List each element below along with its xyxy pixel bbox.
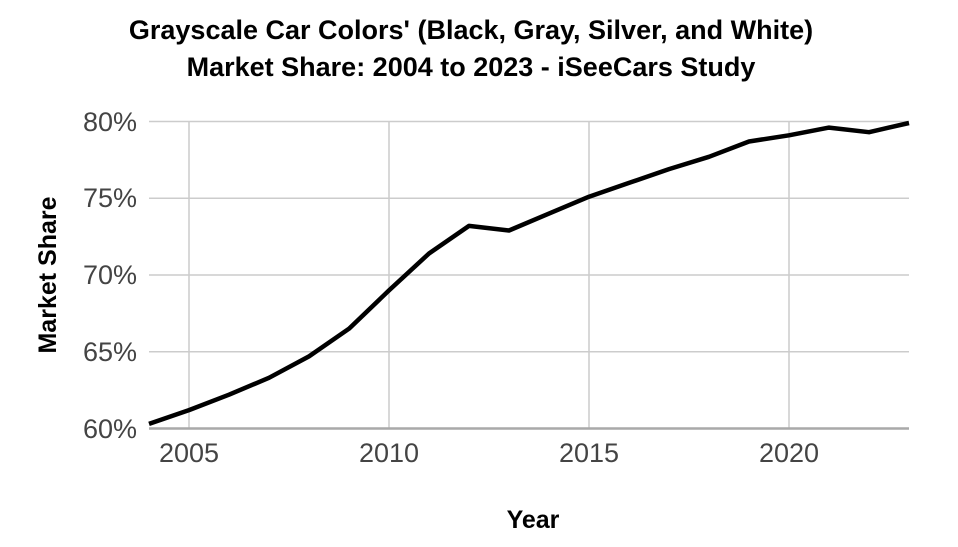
x-tick-label: 2005 — [158, 438, 220, 468]
y-tick-label: 60% — [82, 413, 137, 444]
x-tick-label: 2020 — [758, 438, 820, 468]
chart-title: Grayscale Car Colors' (Black, Gray, Silv… — [0, 12, 942, 86]
chart-title-line-2: Market Share: 2004 to 2023 - iSeeCars St… — [186, 52, 756, 82]
chart-title-line-1: Grayscale Car Colors' (Black, Gray, Silv… — [128, 15, 814, 45]
y-tick-label: 70% — [82, 260, 137, 290]
x-tick-label: 2015 — [558, 438, 620, 468]
y-tick-label: 65% — [82, 336, 137, 367]
y-tick-label: 75% — [82, 183, 137, 214]
x-tick-label: 2010 — [358, 438, 420, 468]
y-axis-title: Market Share — [34, 196, 62, 354]
grayscale-market-share-line — [148, 120, 910, 427]
x-axis-title: Year — [506, 506, 560, 534]
y-tick-label: 80% — [82, 106, 137, 137]
